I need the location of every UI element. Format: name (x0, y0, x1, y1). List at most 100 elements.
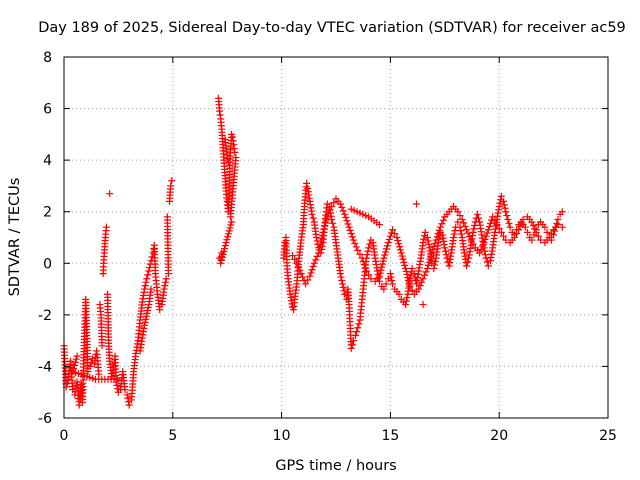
data-point-marker (323, 213, 331, 221)
y-tick-label: -6 (38, 411, 52, 427)
data-point-marker (395, 290, 403, 298)
data-point-marker (393, 234, 401, 241)
data-point-marker (387, 273, 395, 281)
data-point-marker (500, 201, 508, 209)
data-point-marker (486, 219, 494, 227)
data-point-marker (427, 252, 435, 260)
data-point-marker (456, 212, 464, 220)
data-point-marker (457, 227, 465, 235)
data-point-marker (304, 276, 312, 284)
data-point-marker (70, 364, 78, 372)
data-point-marker (167, 182, 175, 190)
data-point-marker (340, 287, 348, 295)
data-point-marker (410, 270, 418, 278)
data-point-marker (424, 261, 432, 269)
data-point-marker (505, 219, 513, 227)
data-point-marker (348, 341, 356, 349)
data-point-marker (419, 239, 427, 247)
data-point-marker (296, 266, 304, 274)
data-point-marker (297, 270, 305, 278)
data-point-marker (147, 285, 155, 293)
data-point-marker (302, 280, 310, 288)
data-point-marker (461, 222, 469, 230)
data-point-marker (309, 214, 317, 222)
data-point-marker (349, 337, 357, 345)
data-point-marker (481, 235, 489, 243)
data-point-marker (398, 252, 406, 260)
data-point-marker (223, 236, 231, 244)
data-point-marker (382, 245, 390, 253)
data-point-marker (359, 257, 367, 265)
data-point-marker (515, 226, 523, 234)
y-tick-label: 0 (43, 256, 52, 272)
data-point-marker (360, 261, 368, 269)
data-point-marker (224, 233, 232, 241)
data-point-marker (528, 218, 536, 226)
data-point-marker (484, 226, 492, 234)
data-point-marker (349, 236, 357, 244)
data-point-marker (341, 210, 349, 218)
data-point-marker (501, 204, 509, 212)
data-point-marker (465, 233, 473, 241)
data-point-marker (168, 177, 176, 185)
data-point-marker (443, 254, 451, 262)
data-point-marker (353, 328, 361, 336)
data-point-marker (316, 240, 324, 248)
data-point-marker (312, 256, 320, 264)
data-point-marker (312, 234, 320, 241)
data-point-marker (405, 279, 413, 287)
data-point-marker (228, 218, 236, 226)
data-point-marker (463, 226, 471, 234)
data-point-marker (329, 219, 337, 227)
data-point-marker (534, 232, 542, 240)
data-point-marker (123, 391, 131, 399)
data-point-marker (500, 232, 508, 240)
data-point-marker (380, 285, 388, 293)
data-point-marker (431, 261, 439, 269)
data-point-marker (469, 228, 477, 236)
data-point-marker (221, 245, 229, 253)
data-point-marker (528, 236, 536, 244)
data-point-marker (387, 229, 395, 237)
data-point-marker (388, 276, 396, 284)
data-point-marker (315, 246, 323, 254)
data-point-marker (481, 251, 489, 259)
data-point-marker (399, 255, 407, 263)
x-tick-label: 15 (381, 428, 399, 444)
data-point-marker (328, 203, 336, 211)
data-point-marker (376, 221, 384, 229)
data-point-marker (227, 221, 235, 229)
data-point-marker (113, 381, 121, 389)
data-point-marker (382, 248, 390, 256)
data-point-marker (489, 213, 497, 221)
data-point-marker (495, 203, 503, 211)
data-point-marker (408, 264, 416, 272)
data-point-marker (402, 267, 410, 275)
data-point-marker (141, 318, 149, 326)
y-tick-label: -4 (38, 359, 52, 375)
data-point-marker (86, 362, 94, 370)
data-point-marker (422, 268, 430, 276)
data-point-marker (321, 222, 329, 230)
data-point-marker (303, 179, 311, 187)
data-point-marker (336, 270, 344, 278)
data-point-marker (378, 263, 386, 271)
data-point-marker (319, 228, 327, 236)
data-point-marker (351, 240, 359, 248)
x-tick-label: 5 (168, 428, 177, 444)
data-point-marker (454, 218, 462, 226)
data-point-marker (428, 249, 436, 257)
data-point-marker (318, 231, 326, 239)
data-point-marker (161, 282, 169, 290)
data-point-marker (482, 254, 490, 262)
data-point-marker (339, 207, 347, 215)
data-point-marker (531, 225, 539, 233)
data-point-marker (438, 220, 446, 228)
data-point-marker (142, 278, 150, 286)
data-point-marker (430, 243, 438, 251)
data-point-marker (160, 285, 168, 293)
data-point-marker (226, 224, 234, 232)
data-point-marker (345, 223, 353, 231)
data-point-marker (469, 240, 477, 248)
